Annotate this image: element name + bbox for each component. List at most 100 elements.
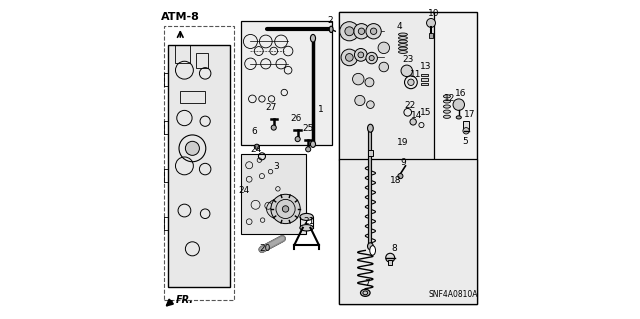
Text: 5: 5: [462, 137, 468, 146]
Circle shape: [366, 52, 378, 64]
Circle shape: [401, 65, 413, 77]
Bar: [422, 74, 428, 76]
Text: 12: 12: [444, 94, 455, 103]
Text: 24: 24: [250, 145, 261, 154]
Text: 18: 18: [390, 176, 402, 185]
Bar: [180, 91, 205, 103]
Bar: [463, 121, 469, 130]
Bar: [422, 78, 428, 81]
Text: 15: 15: [420, 108, 431, 117]
Text: 6: 6: [252, 127, 257, 136]
Circle shape: [355, 95, 365, 106]
Bar: [339, 160, 477, 304]
Circle shape: [410, 119, 417, 125]
Text: 8: 8: [391, 244, 397, 253]
Circle shape: [463, 128, 469, 134]
Ellipse shape: [444, 105, 451, 108]
Bar: [168, 45, 230, 287]
Bar: [241, 154, 307, 234]
Circle shape: [453, 99, 465, 110]
Bar: [388, 260, 392, 265]
Circle shape: [366, 24, 381, 39]
Circle shape: [408, 79, 414, 85]
Ellipse shape: [267, 198, 297, 220]
Ellipse shape: [399, 51, 408, 54]
Ellipse shape: [300, 225, 314, 231]
Ellipse shape: [456, 116, 461, 119]
Bar: [175, 45, 190, 63]
Circle shape: [426, 19, 435, 27]
Text: 19: 19: [397, 138, 408, 147]
Ellipse shape: [399, 44, 408, 46]
Bar: [368, 150, 372, 156]
Bar: [422, 83, 428, 85]
Text: 23: 23: [402, 56, 413, 64]
Ellipse shape: [310, 141, 316, 147]
Circle shape: [355, 48, 367, 61]
Circle shape: [386, 253, 395, 262]
Text: 13: 13: [420, 62, 431, 71]
Circle shape: [346, 54, 353, 61]
Circle shape: [341, 49, 358, 66]
Circle shape: [353, 73, 364, 85]
Ellipse shape: [444, 95, 451, 98]
Text: ATM-8: ATM-8: [161, 11, 200, 22]
Circle shape: [306, 147, 311, 152]
Circle shape: [365, 78, 374, 87]
Text: 27: 27: [266, 103, 277, 112]
Ellipse shape: [444, 115, 451, 118]
Text: FR.: FR.: [176, 295, 194, 305]
Bar: [339, 12, 477, 304]
Text: 14: 14: [411, 111, 422, 120]
Ellipse shape: [367, 243, 373, 250]
Circle shape: [282, 206, 289, 212]
Circle shape: [354, 24, 369, 39]
Text: 2: 2: [328, 16, 333, 25]
Bar: [429, 33, 433, 38]
Bar: [339, 12, 434, 160]
Text: 9: 9: [401, 158, 406, 167]
Circle shape: [369, 56, 374, 61]
Text: 20: 20: [259, 244, 271, 253]
Text: 25: 25: [302, 124, 314, 133]
Circle shape: [271, 125, 276, 130]
Circle shape: [379, 62, 388, 72]
Circle shape: [358, 28, 365, 34]
Text: 26: 26: [291, 114, 302, 122]
Circle shape: [271, 194, 300, 224]
Bar: [164, 26, 234, 300]
Ellipse shape: [444, 100, 451, 103]
Ellipse shape: [300, 213, 314, 220]
Circle shape: [398, 174, 403, 179]
Ellipse shape: [310, 34, 316, 42]
Bar: [196, 53, 208, 68]
Circle shape: [186, 141, 200, 155]
Circle shape: [367, 101, 374, 108]
Circle shape: [358, 52, 364, 58]
Text: 16: 16: [455, 89, 467, 98]
Circle shape: [345, 27, 354, 36]
Text: 7: 7: [364, 279, 370, 288]
Ellipse shape: [367, 124, 373, 132]
Text: 24: 24: [239, 186, 250, 195]
Circle shape: [340, 22, 359, 41]
Ellipse shape: [399, 47, 408, 50]
Circle shape: [295, 137, 300, 142]
Ellipse shape: [399, 40, 408, 43]
Text: 22: 22: [404, 101, 415, 110]
Ellipse shape: [360, 289, 370, 296]
Ellipse shape: [329, 26, 333, 33]
Ellipse shape: [399, 36, 408, 40]
Circle shape: [254, 144, 259, 149]
Circle shape: [378, 42, 390, 54]
Text: 1: 1: [318, 105, 323, 114]
Text: 11: 11: [410, 70, 422, 79]
Bar: [241, 21, 332, 145]
Text: 21: 21: [303, 217, 314, 226]
Circle shape: [371, 28, 377, 34]
Ellipse shape: [370, 246, 376, 255]
Text: 4: 4: [396, 22, 402, 31]
Ellipse shape: [399, 33, 408, 36]
Text: 17: 17: [463, 110, 475, 119]
Text: SNF4A0810A: SNF4A0810A: [429, 290, 478, 299]
